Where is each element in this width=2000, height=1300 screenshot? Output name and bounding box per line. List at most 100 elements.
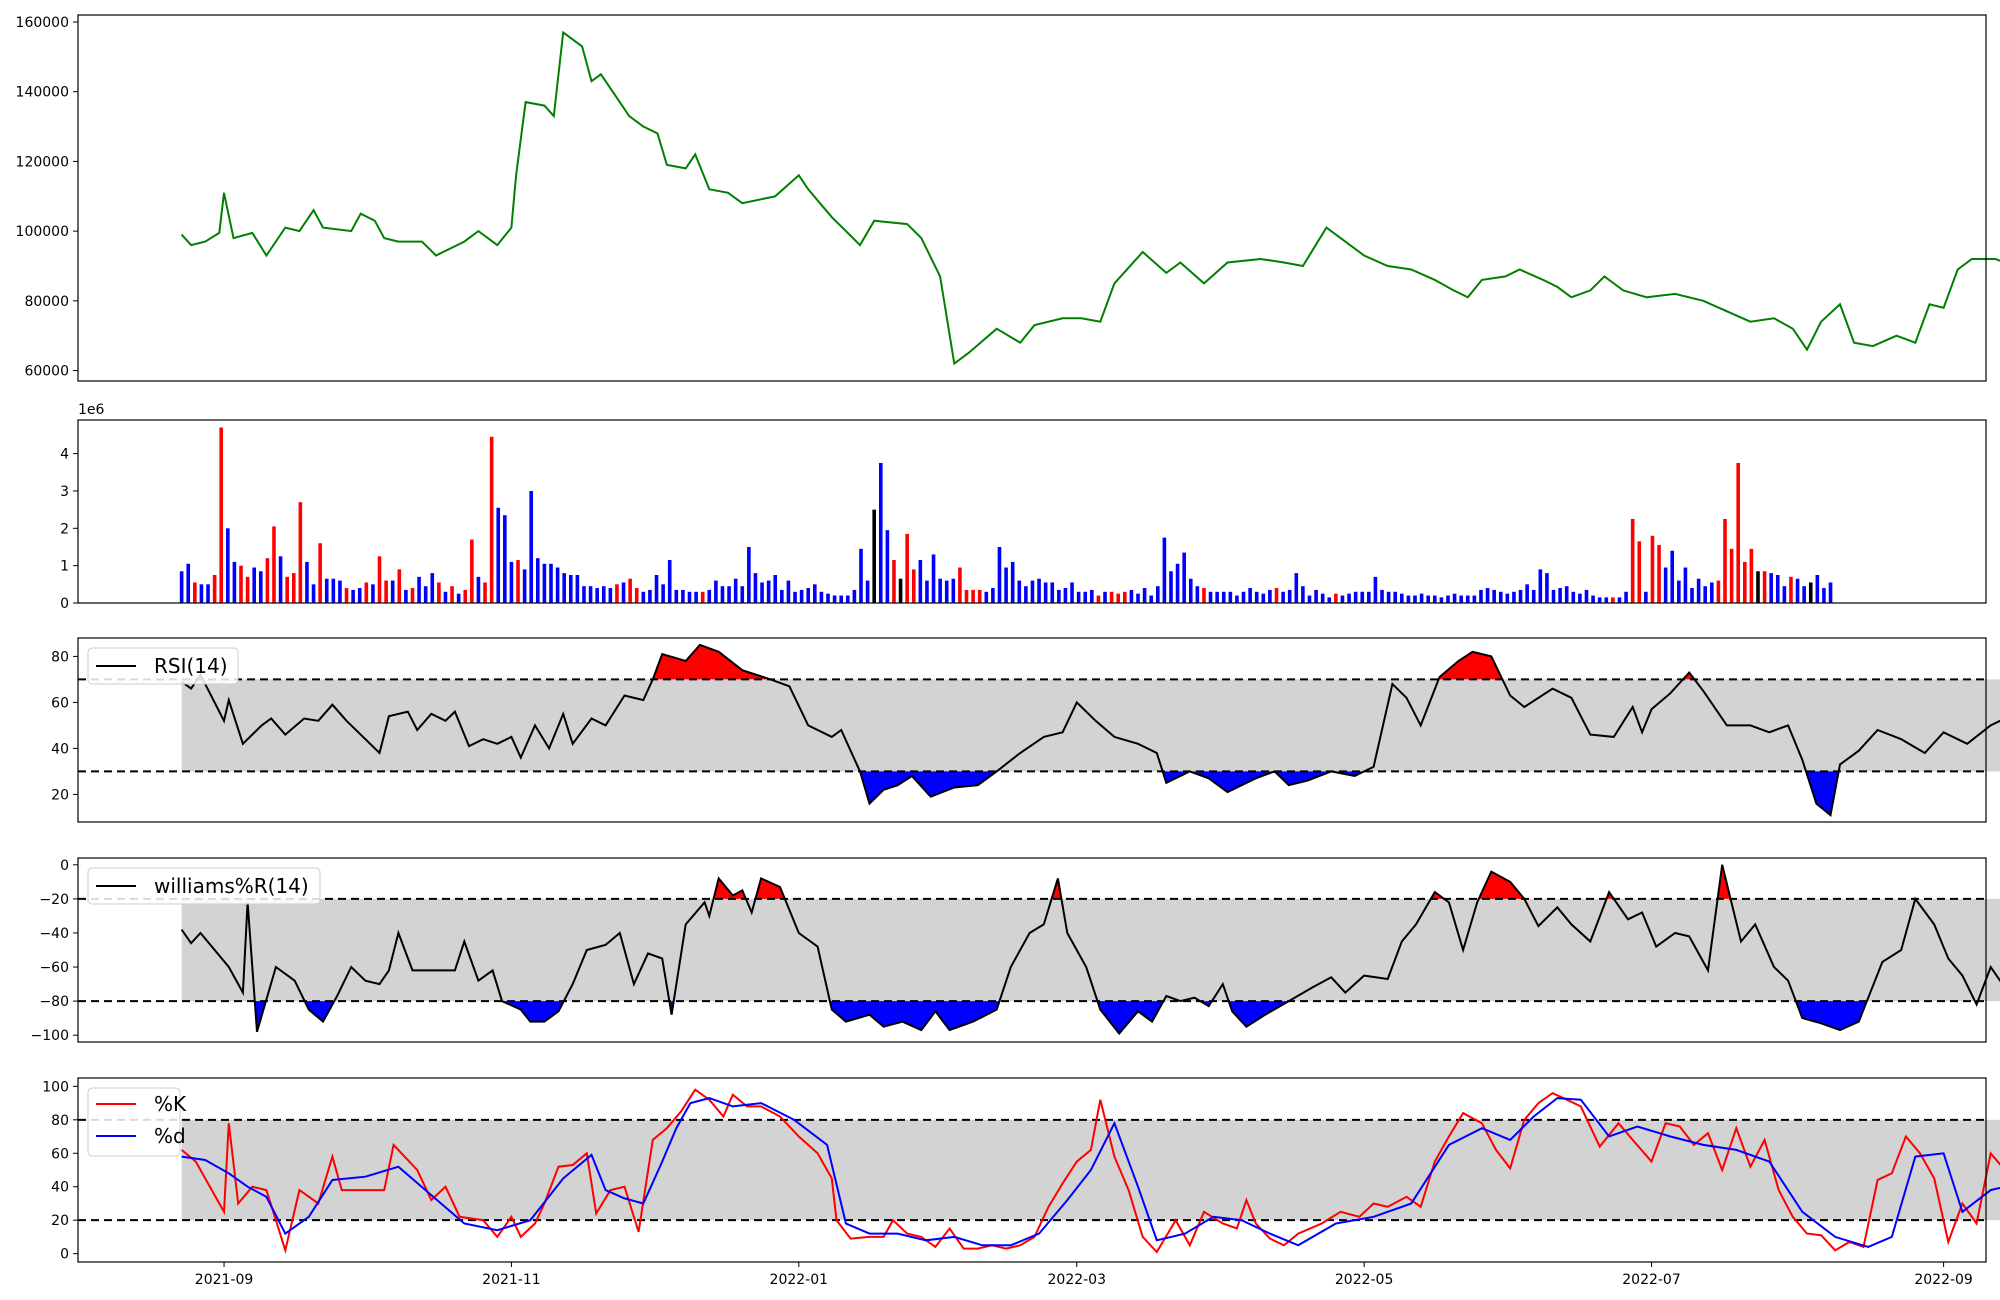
- volume-bar: [925, 580, 929, 603]
- rsi-oversold-fill: [1189, 771, 1275, 793]
- volume-bar: [1723, 518, 1727, 603]
- volume-bar: [1545, 573, 1549, 603]
- volume-bar: [634, 588, 639, 603]
- stochastic-legend: %K %d: [87, 1087, 187, 1157]
- volume-bar: [1637, 541, 1642, 603]
- volume-bar: [1274, 588, 1279, 603]
- williams-neutral-band: [181, 898, 2000, 1002]
- volume-bar: [351, 589, 355, 603]
- volume-bar: [1558, 588, 1562, 603]
- volume-bar: [885, 530, 890, 603]
- volume-bar: [667, 560, 672, 603]
- volume-bar: [720, 586, 725, 603]
- rsi-y-tick-label: 20: [51, 787, 69, 803]
- volume-bar: [430, 573, 435, 603]
- price-line: [180, 30, 2000, 366]
- rsi-panel: 20 40 60 80 RSI(14): [51, 637, 2000, 823]
- volume-bar: [1571, 591, 1576, 603]
- volume-bar: [272, 526, 276, 603]
- volume-bar: [1010, 561, 1015, 603]
- volume-bar: [1248, 588, 1252, 603]
- rsi-axes-frame: [77, 637, 1987, 823]
- williams-line: [180, 864, 2000, 1036]
- volume-bar: [1446, 595, 1450, 603]
- volume-bar: [417, 576, 421, 603]
- williams-overbought-fill: [755, 878, 785, 899]
- volume-bar: [1769, 573, 1773, 603]
- volume-bar: [681, 589, 685, 603]
- x-tick-label: 2022-07: [1622, 1272, 1681, 1288]
- volume-bar: [707, 589, 712, 603]
- rsi-neutral-band: [181, 679, 2000, 772]
- volume-bar: [648, 589, 652, 603]
- volume-bar: [404, 589, 408, 603]
- volume-bar: [226, 528, 230, 603]
- volume-bar: [1215, 591, 1219, 603]
- volume-bar: [1360, 591, 1365, 603]
- volume-bar: [1268, 589, 1272, 603]
- volume-bar: [984, 591, 989, 603]
- volume-bar: [931, 554, 936, 603]
- williams-legend: williams%R(14): [87, 867, 321, 905]
- volume-bar: [878, 462, 883, 603]
- volume-bar: [305, 561, 309, 603]
- volume-bar: [819, 591, 824, 603]
- volume-bar: [1644, 591, 1648, 603]
- rsi-oversold-fill: [1274, 771, 1332, 786]
- volume-bar: [1452, 593, 1457, 603]
- volume-bar: [997, 546, 1002, 603]
- volume-bar: [991, 588, 995, 603]
- volume-bar: [1175, 563, 1180, 603]
- volume-bar: [377, 556, 382, 603]
- volume-bar: [872, 509, 876, 603]
- volume-bar: [786, 580, 791, 603]
- volume-y-axis: 0 1 2 3 4: [60, 447, 78, 612]
- volume-bar: [911, 569, 916, 603]
- volume-bar: [1433, 595, 1437, 603]
- volume-bar: [410, 588, 415, 603]
- volume-bar: [324, 578, 329, 603]
- volume-bar: [338, 580, 342, 603]
- volume-bar: [1498, 591, 1503, 603]
- volume-bar: [977, 589, 982, 603]
- volume-bar: [186, 563, 191, 603]
- volume-bar: [397, 569, 402, 603]
- williams-overbought-fill: [1717, 864, 1731, 899]
- x-tick-label: 2022-01: [770, 1272, 829, 1288]
- volume-bar: [813, 584, 817, 603]
- volume-bar: [1320, 593, 1325, 603]
- volume-bar: [463, 589, 468, 603]
- volume-bar: [1142, 588, 1147, 603]
- volume-bar: [1663, 567, 1668, 603]
- volume-bar: [542, 563, 547, 603]
- volume-bar: [845, 595, 850, 603]
- volume-bar: [470, 539, 474, 603]
- d-legend-label: %d: [154, 1124, 186, 1148]
- stochastic-panel: 0 20 40 60 80 100 2021-09 2021-11 2022-01 2022-0…: [42, 1077, 2000, 1288]
- volume-bar: [483, 582, 487, 603]
- volume-bar: [964, 589, 969, 603]
- volume-panel: 0 1 2 3 4 1e6: [60, 402, 1987, 612]
- volume-bar: [839, 595, 843, 603]
- volume-bar: [1129, 589, 1134, 603]
- volume-y-tick-label: 4: [60, 447, 69, 463]
- volume-bar: [1749, 548, 1754, 603]
- price-y-tick-label: 140000: [16, 85, 69, 101]
- volume-bar: [245, 576, 250, 603]
- volume-bar: [298, 502, 303, 603]
- volume-bar: [278, 556, 283, 603]
- volume-y-tick-label: 1: [60, 559, 69, 575]
- williams-overbought-fill: [1478, 871, 1525, 899]
- volume-bar: [1762, 571, 1767, 603]
- volume-bar: [1492, 589, 1496, 603]
- stochastic-axes-frame: [77, 1077, 1987, 1263]
- volume-bar: [1670, 550, 1675, 603]
- volume-bar: [727, 586, 731, 603]
- volume-bar: [1340, 595, 1345, 603]
- volume-bar: [1208, 591, 1213, 603]
- williams-panel: 0 −20 −40 −60 −80 −100 williams%R(14): [31, 857, 2000, 1044]
- volume-bar: [258, 571, 263, 603]
- volume-bar: [799, 589, 804, 603]
- volume-bar: [615, 584, 619, 603]
- volume-bar: [1235, 595, 1239, 603]
